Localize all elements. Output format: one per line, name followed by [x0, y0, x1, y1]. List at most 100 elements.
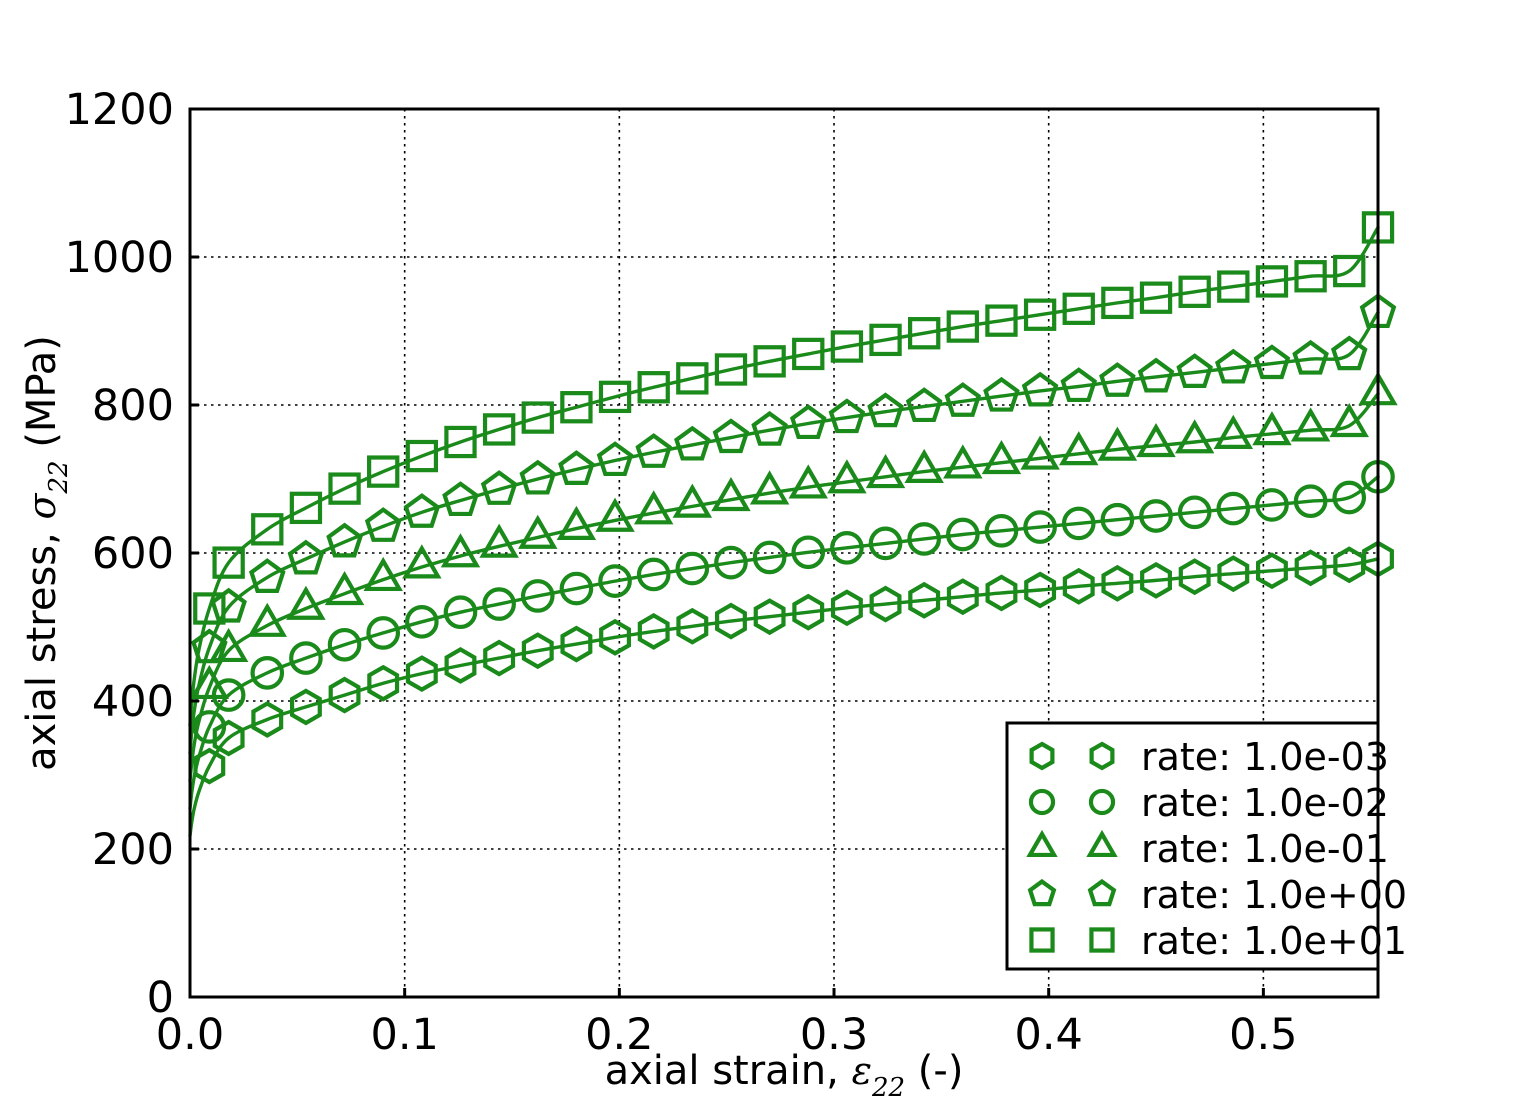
hexagon-marker	[1101, 564, 1134, 602]
pentagon-marker	[905, 387, 943, 423]
circle-marker	[636, 557, 671, 592]
triangle-marker	[904, 448, 944, 483]
circle-marker	[289, 641, 323, 675]
square-marker	[521, 401, 554, 434]
square-marker	[1089, 927, 1115, 953]
legend-item-3[interactable]: rate: 1.0e+00	[1027, 873, 1407, 917]
triangle-marker	[981, 439, 1022, 475]
hexagon-marker	[908, 581, 941, 619]
legend-item-label: rate: 1.0e-01	[1141, 827, 1389, 871]
legend-item-label: rate: 1.0e+01	[1141, 919, 1407, 963]
hexagon-marker	[367, 664, 400, 702]
hexagon-marker	[212, 719, 245, 757]
hexagon-marker	[1062, 567, 1095, 605]
square-marker	[1023, 298, 1057, 331]
series-1	[188, 459, 1395, 810]
y-tick-labels: 0 200 400 600 800 1000 1200	[65, 85, 174, 1023]
triangle-marker	[827, 459, 867, 494]
square-marker	[1217, 270, 1250, 303]
series-line	[188, 475, 1380, 810]
triangle-marker	[943, 444, 983, 479]
pentagon-marker	[1021, 371, 1059, 407]
hexagon-marker	[444, 647, 477, 684]
legend-item-4[interactable]: rate: 1.0e+01	[1029, 919, 1407, 963]
triangle-marker	[711, 476, 751, 512]
circle-marker	[984, 513, 1019, 548]
pentagon-marker	[1060, 367, 1098, 403]
triangle-marker	[749, 470, 790, 505]
x-tick-label: 0.2	[585, 1010, 653, 1060]
square-marker	[869, 323, 902, 357]
hexagon-marker	[193, 747, 226, 785]
hexagon-marker	[676, 607, 709, 645]
triangle-marker	[440, 533, 481, 568]
triangle-marker	[247, 602, 287, 637]
triangle-marker	[1252, 411, 1292, 446]
square-marker	[985, 304, 1018, 337]
triangle-marker	[189, 664, 230, 700]
square-marker	[289, 491, 323, 525]
circle-marker	[366, 616, 401, 650]
x-tick-label: 0.5	[1229, 1010, 1297, 1060]
x-tick-label: 0.3	[800, 1010, 868, 1060]
circle-marker	[1028, 788, 1056, 816]
pentagon-marker	[191, 628, 228, 664]
pentagon-marker	[751, 410, 788, 446]
hexagon-marker	[560, 625, 593, 663]
pentagon-marker	[674, 425, 711, 461]
square-marker	[1294, 260, 1327, 293]
series-line	[188, 557, 1380, 838]
pentagon-marker	[712, 418, 750, 454]
pentagon-marker	[326, 522, 363, 558]
circle-marker	[1332, 480, 1367, 515]
circle-marker	[1061, 506, 1096, 541]
square-marker	[637, 371, 670, 404]
pentagon-marker	[558, 450, 595, 485]
hexagon-marker	[985, 574, 1018, 612]
circle-marker	[714, 545, 748, 580]
hexagon-marker	[1089, 741, 1115, 771]
legend-item-1[interactable]: rate: 1.0e-02	[1028, 781, 1389, 825]
square-marker	[482, 413, 516, 446]
pentagon-marker	[828, 398, 866, 434]
square-marker	[714, 353, 748, 386]
circle-marker	[192, 710, 227, 744]
triangle-marker	[865, 454, 906, 489]
triangle-marker	[595, 497, 635, 532]
hexagon-marker	[753, 598, 786, 636]
pentagon-marker	[1176, 353, 1213, 388]
y-axis-title: axial stress, σ22 (MPa)	[19, 335, 74, 771]
square-marker	[251, 513, 284, 546]
x-tick-label: 0.0	[156, 1010, 224, 1060]
triangle-marker	[1086, 829, 1118, 858]
pentagon-marker	[1137, 357, 1175, 393]
circle-marker	[907, 522, 942, 556]
hexagon-marker	[1024, 571, 1057, 609]
square-marker	[753, 345, 786, 378]
triangle-marker	[1174, 419, 1215, 454]
pentagon-marker	[1330, 335, 1368, 371]
circle-marker	[1216, 491, 1251, 526]
circle-marker	[443, 595, 478, 630]
circle-marker	[250, 656, 285, 690]
hexagon-marker	[251, 701, 284, 738]
hexagon-marker	[405, 655, 438, 693]
legend-item-label: rate: 1.0e+00	[1141, 873, 1407, 917]
square-marker	[1178, 275, 1211, 308]
triangle-marker	[788, 464, 828, 499]
legend-item-0[interactable]: rate: 1.0e-03	[1029, 735, 1389, 779]
circle-marker	[791, 535, 826, 570]
triangle-marker	[1136, 422, 1176, 458]
triangle-marker	[1059, 431, 1099, 466]
series-2	[188, 371, 1398, 783]
x-tick-label: 0.4	[1014, 1010, 1082, 1060]
pentagon-marker	[403, 493, 441, 528]
hexagon-marker	[483, 639, 516, 677]
pentagon-marker	[1087, 878, 1117, 907]
legend-item-2[interactable]: rate: 1.0e-01	[1026, 827, 1389, 871]
y-tick-label: 0	[147, 973, 174, 1023]
pentagon-marker	[1253, 344, 1291, 380]
triangle-marker	[1026, 829, 1058, 858]
